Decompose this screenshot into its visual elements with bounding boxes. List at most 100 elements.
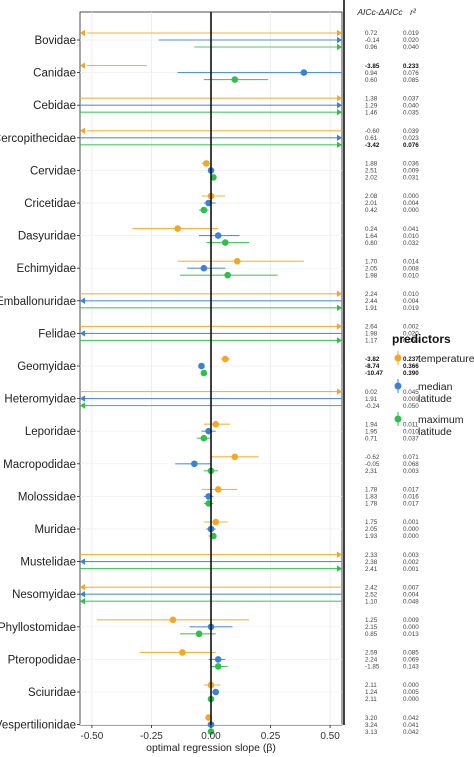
x-tick-label: -0.50 — [81, 731, 104, 742]
r2-value: 0.014 — [403, 258, 419, 265]
interval-arrow — [337, 290, 342, 297]
r2-value: 0.011 — [403, 421, 419, 428]
family-label: Vespertilionidae — [0, 720, 76, 732]
r2-value: 0.037 — [403, 95, 419, 102]
r2-value: 0.042 — [403, 715, 419, 722]
point-estimate — [191, 460, 198, 468]
point-estimate — [198, 362, 205, 370]
aicc-value: 0.85 — [365, 631, 378, 638]
interval-arrow — [80, 330, 85, 337]
family-label: Canidae — [33, 68, 76, 80]
r2-value: 0.000 — [403, 682, 419, 689]
interval-arrow — [337, 134, 342, 141]
aicc-value: 1.17 — [365, 338, 378, 345]
family-label: Cricetidae — [24, 198, 76, 210]
r2-value: 0.040 — [403, 102, 419, 109]
aicc-value: 1.93 — [365, 533, 378, 540]
r2-value: 0.004 — [403, 298, 419, 305]
point-estimate — [202, 160, 210, 167]
aicc-value: -10.47 — [365, 370, 383, 377]
interval-arrow — [80, 598, 85, 605]
aicc-value: 0.02 — [365, 389, 378, 396]
aicc-value: -1.85 — [365, 664, 380, 671]
r2-value: 0.003 — [403, 468, 419, 475]
aicc-value: 2.38 — [365, 559, 378, 566]
interval-arrow — [337, 304, 342, 311]
r2-value: 0.076 — [403, 70, 419, 77]
r2-value: 0.041 — [403, 226, 419, 233]
family-label: Echimyidae — [17, 263, 76, 275]
r2-value: 0.010 — [403, 428, 419, 435]
legend-label: latitude — [418, 393, 452, 405]
family-label: Heteromyidae — [4, 394, 76, 406]
point-estimate — [214, 232, 222, 239]
aicc-value: -0.60 — [365, 128, 380, 135]
point-estimate — [233, 257, 241, 265]
r2-value: 0.019 — [403, 305, 419, 312]
aicc-value: 2.01 — [365, 200, 378, 207]
legend-label: maximum — [418, 414, 464, 426]
interval-arrow — [80, 29, 85, 37]
point-estimate — [207, 728, 215, 735]
aicc-value: -0.62 — [365, 454, 380, 461]
aicc-value: 2.15 — [365, 624, 378, 631]
r2-value: 0.000 — [403, 207, 419, 214]
r2-value: 0.017 — [403, 487, 419, 494]
interval-arrow — [80, 584, 85, 591]
point-estimate — [174, 225, 181, 232]
r2-value: 0.000 — [403, 193, 419, 200]
interval-arrow — [80, 591, 85, 598]
family-label: Emballonuridae — [0, 296, 76, 308]
aicc-value: 1.46 — [365, 109, 378, 116]
r2-value: 0.039 — [403, 128, 419, 135]
aicc-value: 0.71 — [365, 435, 378, 442]
r2-value: 0.085 — [403, 650, 419, 657]
legend-title: predictors — [392, 332, 451, 346]
r2-value: 0.002 — [403, 559, 419, 566]
point-estimate — [221, 355, 229, 363]
interval-arrow — [80, 127, 85, 134]
aicc-value: 0.72 — [365, 30, 378, 37]
family-label: Leporidae — [25, 426, 76, 438]
r2-column-header: r² — [410, 7, 417, 17]
r2-value: 0.009 — [403, 168, 419, 175]
aicc-value: 1.91 — [365, 396, 378, 403]
r2-value: 0.055 — [403, 338, 419, 345]
r2-value: 0.023 — [403, 135, 419, 142]
r2-value: 0.001 — [403, 566, 419, 573]
point-estimate — [200, 206, 208, 214]
r2-value: 0.004 — [403, 591, 419, 598]
aicc-value: 1.98 — [365, 272, 378, 279]
x-tick-label: 0.00 — [201, 731, 221, 742]
interval-arrow — [80, 402, 85, 409]
point-estimate — [169, 616, 177, 624]
aicc-value: 1.91 — [365, 305, 378, 312]
aicc-value: 1.78 — [365, 487, 378, 494]
r2-value: 0.041 — [403, 722, 419, 729]
r2-value: 0.085 — [403, 77, 419, 84]
aicc-value: 0.24 — [365, 226, 378, 233]
aicc-value: -3.85 — [365, 63, 380, 70]
point-estimate — [200, 369, 208, 377]
r2-value: 0.000 — [403, 696, 419, 703]
aicc-value: 2.11 — [365, 682, 377, 689]
aicc-value: 1.64 — [365, 233, 378, 240]
r2-value: 0.076 — [403, 142, 419, 149]
r2-value: 0.001 — [403, 519, 419, 526]
interval-arrow — [337, 565, 342, 572]
x-tick-label: -0.25 — [140, 731, 163, 742]
aicc-value: 1.95 — [365, 428, 378, 435]
family-label: Cervidae — [30, 165, 76, 177]
interval-arrow — [337, 43, 342, 51]
point-estimate — [200, 264, 208, 272]
r2-value: 0.045 — [403, 389, 419, 396]
aicc-value: 0.42 — [365, 207, 378, 214]
aicc-value: 1.25 — [365, 617, 378, 624]
family-label: Dasyuridae — [18, 231, 76, 243]
aicc-value: 2.08 — [365, 193, 378, 200]
r2-value: 0.000 — [403, 624, 419, 631]
interval-arrow — [337, 29, 342, 37]
x-tick-label: 0.50 — [320, 731, 340, 742]
interval-arrow — [337, 551, 342, 558]
x-tick-label: 0.25 — [261, 731, 281, 742]
